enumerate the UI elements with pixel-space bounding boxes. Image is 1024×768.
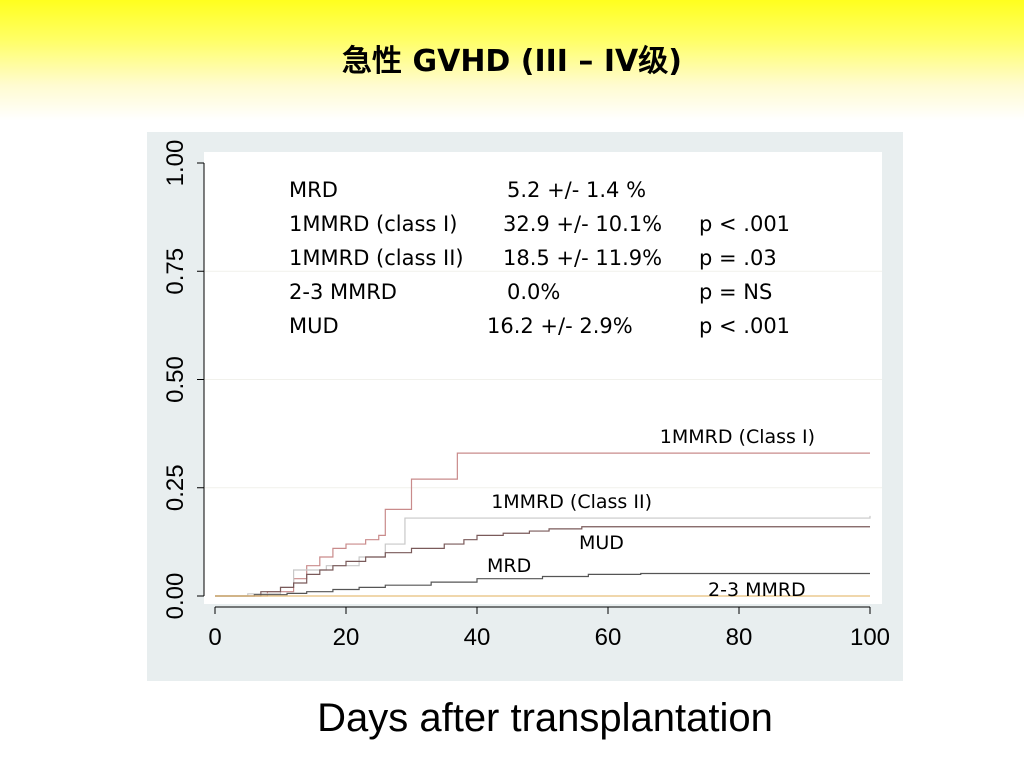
x-axis-title: Days after transplantation xyxy=(317,696,773,740)
stats-estimate: 18.5 +/- 11.9% xyxy=(503,246,662,270)
plot-area xyxy=(204,152,882,604)
stats-group: 1MMRD (class I) xyxy=(289,212,457,236)
y-tick-label: 1.00 xyxy=(162,140,189,187)
ticks: 0.00 0.25 0.50 0.75 1.00 0 20 40 60 80 100 xyxy=(162,140,890,651)
stats-estimate: 16.2 +/- 2.9% xyxy=(487,314,633,338)
series-line-mrd xyxy=(215,572,870,597)
series-label: 1MMRD (Class II) xyxy=(491,491,652,513)
x-tick-label: 80 xyxy=(726,624,753,651)
series-line-mud xyxy=(215,526,870,597)
x-tick-label: 20 xyxy=(333,624,360,651)
series-label: MUD xyxy=(579,532,624,554)
series-line-1mmrd-class-ii xyxy=(215,515,871,597)
y-tick-label: 0.50 xyxy=(162,356,189,403)
stats-group: MRD xyxy=(289,178,338,202)
curve-labels: 1MMRD (Class I) 1MMRD (Class II) MUD MRD 2-3… xyxy=(487,426,815,601)
stats-group: 2-3 MMRD xyxy=(289,280,397,304)
x-tick-label: 60 xyxy=(595,624,622,651)
stats-estimate: 0.0% xyxy=(507,280,560,304)
y-tick-label: 0.75 xyxy=(162,248,189,295)
stats-p-value: p < .001 xyxy=(699,314,790,338)
stats-estimate: 32.9 +/- 10.1% xyxy=(503,212,662,236)
stats-p-value: p < .001 xyxy=(699,212,790,236)
series-label: 1MMRD (Class I) xyxy=(660,426,815,448)
grid-lines xyxy=(205,270,882,489)
stats-group: MUD xyxy=(289,314,339,338)
stats-p-value: p = NS xyxy=(699,280,772,304)
y-tick-label: 0.00 xyxy=(162,573,189,620)
x-tick-label: 40 xyxy=(464,624,491,651)
x-tick-label: 0 xyxy=(208,624,221,651)
series-lines xyxy=(215,452,871,597)
series-label: 2-3 MMRD xyxy=(708,579,806,601)
stats-estimate: 5.2 +/- 1.4 % xyxy=(507,178,646,202)
x-tick-label: 100 xyxy=(850,624,890,651)
stats-group: 1MMRD (class II) xyxy=(289,246,464,270)
stats-p-value: p = .03 xyxy=(699,246,777,270)
series-label: MRD xyxy=(487,555,531,577)
slide-title: 急性 GVHD (III – IV级) xyxy=(342,44,682,79)
stats-table: MRD 5.2 +/- 1.4 % 1MMRD (class I) 32.9 +/- … xyxy=(289,178,790,338)
y-tick-label: 0.25 xyxy=(162,464,189,511)
